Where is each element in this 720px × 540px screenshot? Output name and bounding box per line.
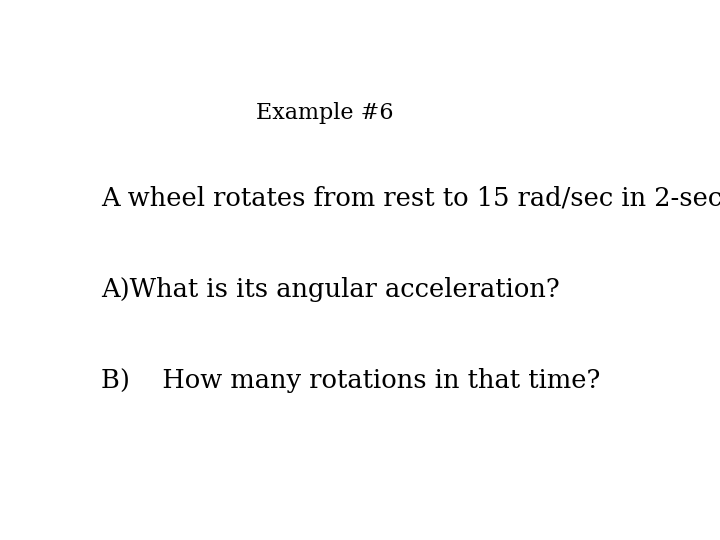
Text: B)    How many rotations in that time?: B) How many rotations in that time? [101,368,600,393]
Text: A)What is its angular acceleration?: A)What is its angular acceleration? [101,277,560,302]
Text: Example #6: Example #6 [256,102,393,124]
Text: A wheel rotates from rest to 15 rad/sec in 2-sec.: A wheel rotates from rest to 15 rad/sec … [101,185,720,211]
